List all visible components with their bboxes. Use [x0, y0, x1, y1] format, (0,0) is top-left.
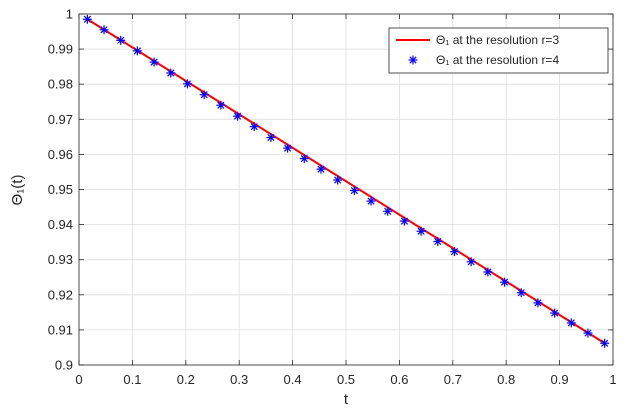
x-tick-label: 0.2 — [177, 372, 195, 387]
y-tick-label: 0.99 — [48, 42, 73, 57]
y-tick-label: 0.95 — [48, 182, 73, 197]
data-point-r4 — [416, 226, 426, 236]
legend-label-r4: Θ₁ at the resolution r=4 — [436, 53, 559, 67]
legend-marker-swatch — [408, 55, 418, 65]
x-tick-label: 0.1 — [123, 372, 141, 387]
y-tick-label: 0.94 — [48, 217, 73, 232]
data-point-r4 — [116, 35, 126, 45]
data-point-r4 — [316, 164, 326, 174]
x-tick-label: 0.6 — [390, 372, 408, 387]
x-tick-label: 0.3 — [230, 372, 248, 387]
legend-label-r3: Θ₁ at the resolution r=3 — [436, 33, 559, 47]
y-tick-label: 0.92 — [48, 287, 73, 302]
data-point-r4 — [233, 111, 243, 121]
data-point-r4 — [366, 196, 376, 206]
data-point-r4 — [583, 328, 593, 338]
data-point-r4 — [516, 288, 526, 298]
x-tick-label: 0.7 — [444, 372, 462, 387]
series-marker-group — [82, 14, 610, 348]
y-tick-label: 0.97 — [48, 112, 73, 127]
data-point-r4 — [333, 175, 343, 185]
y-tick-label: 0.98 — [48, 77, 73, 92]
x-tick-label: 0.4 — [284, 372, 302, 387]
x-tick-label: 0.9 — [551, 372, 569, 387]
y-tick-label: 0.96 — [48, 147, 73, 162]
data-point-r4 — [600, 338, 610, 348]
y-tick-label: 0.93 — [48, 252, 73, 267]
x-tick-label: 0 — [75, 372, 82, 387]
data-point-r4 — [500, 277, 510, 287]
data-point-r4 — [299, 154, 309, 164]
x-axis-ticks: 0 0.1 0.2 0.3 0.4 0.5 0.6 0.7 0.8 0.9 1 — [75, 14, 617, 387]
data-point-r4 — [449, 247, 459, 257]
data-point-r4 — [550, 308, 560, 318]
data-point-r4 — [266, 133, 276, 143]
data-point-r4 — [82, 14, 92, 24]
legend-asterisk-icon — [408, 55, 418, 65]
data-point-r4 — [483, 267, 493, 277]
data-point-r4 — [433, 236, 443, 246]
data-point-r4 — [283, 143, 293, 153]
y-tick-label: 0.91 — [48, 322, 73, 337]
x-tick-label: 0.8 — [497, 372, 515, 387]
x-tick-label: 1 — [609, 372, 616, 387]
legend: Θ₁ at the resolution r=3 Θ₁ at the resol… — [388, 27, 609, 74]
data-point-r4 — [166, 68, 176, 78]
data-point-r4 — [383, 206, 393, 216]
data-point-r4 — [149, 57, 159, 67]
data-point-r4 — [199, 90, 209, 100]
data-point-r4 — [466, 257, 476, 267]
y-axis-label: Θ₁(t) — [9, 175, 26, 206]
x-axis-label: t — [344, 391, 349, 408]
data-point-r4 — [349, 186, 359, 196]
data-point-r4 — [216, 100, 226, 110]
data-point-r4 — [249, 122, 259, 132]
y-tick-label: 0.9 — [55, 358, 73, 373]
data-point-r4 — [99, 25, 109, 35]
x-tick-label: 0.5 — [337, 372, 355, 387]
legend-box — [388, 27, 609, 74]
data-point-r4 — [533, 298, 543, 308]
data-point-r4 — [566, 318, 576, 328]
data-point-r4 — [132, 46, 142, 56]
y-axis-ticks: 0.9 0.91 0.92 0.93 0.94 0.95 0.96 0.97 0.98 0.99 1 — [48, 7, 613, 373]
data-point-r4 — [182, 79, 192, 89]
y-tick-label: 1 — [66, 7, 73, 22]
data-point-r4 — [399, 216, 409, 226]
